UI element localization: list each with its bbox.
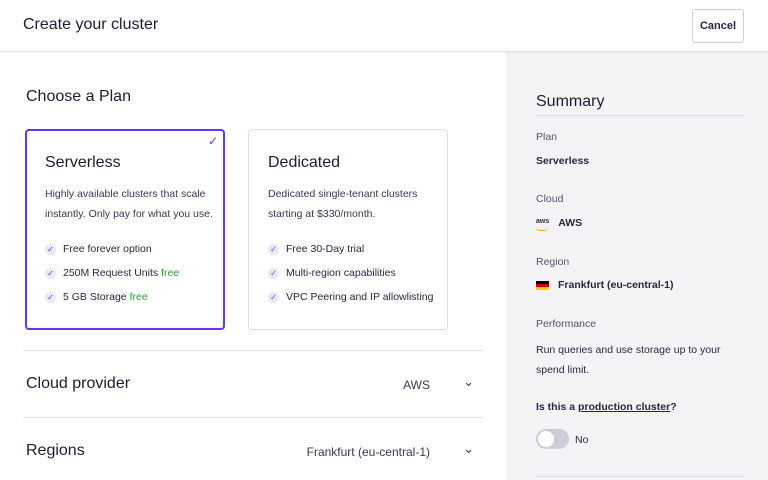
plan-feature: ✓ VPC Peering and IP allowlisting — [268, 285, 447, 309]
plan-name: Serverless — [45, 154, 121, 171]
cancel-button[interactable]: Cancel — [692, 9, 744, 43]
top-bar: Create your cluster Cancel — [0, 0, 768, 52]
feature-text: Free forever option — [63, 243, 152, 255]
summary-divider — [536, 115, 744, 116]
plan-feature: ✓ Free forever option — [45, 237, 223, 261]
plan-label: Plan — [536, 131, 558, 143]
accordion-title: Regions — [26, 442, 85, 459]
cloud-provider-accordion[interactable]: Cloud provider AWS ⌄ — [23, 351, 482, 417]
plan-card-serverless[interactable]: ✓ Serverless Highly available clusters t… — [25, 129, 225, 330]
production-question: Is this a production cluster? — [536, 401, 677, 413]
germany-flag-icon — [536, 280, 549, 290]
plan-card-dedicated[interactable]: Dedicated Dedicated single-tenant cluste… — [248, 129, 448, 330]
feature-text: Multi-region capabilities — [286, 267, 396, 279]
free-tag: free — [129, 291, 148, 303]
check-circle-icon: ✓ — [45, 291, 56, 303]
choose-plan-heading: Choose a Plan — [26, 88, 131, 105]
feature-text: VPC Peering and IP allowlisting — [286, 291, 434, 303]
section-divider — [23, 417, 482, 418]
plan-feature: ✓ 250M Request Units free — [45, 261, 223, 285]
plan-description: Dedicated single-tenant clusters startin… — [268, 188, 418, 220]
feature-text: Free 30-Day trial — [286, 243, 365, 255]
summary-divider — [536, 476, 744, 477]
question-suffix: ? — [670, 401, 677, 413]
production-toggle[interactable] — [536, 429, 569, 449]
free-tag: free — [161, 267, 180, 279]
summary-panel: Summary Plan Serverless Cloud aws AWS Re… — [506, 52, 768, 480]
performance-label: Performance — [536, 318, 597, 330]
accordion-value: AWS — [403, 378, 430, 392]
chevron-down-icon[interactable]: ⌄ — [463, 441, 474, 456]
plan-name: Dedicated — [268, 154, 341, 171]
plan-description: Highly available clusters that scale ins… — [45, 188, 213, 220]
cloud-value-row: aws AWS — [536, 217, 583, 231]
accordion-value: Frankfurt (eu-central-1) — [306, 445, 430, 459]
main-panel: Choose a Plan ✓ Serverless Highly availa… — [0, 52, 506, 480]
check-circle-icon: ✓ — [268, 243, 279, 255]
feature-text: 5 GB Storage — [63, 291, 127, 303]
region-value-row: Frankfurt (eu-central-1) — [536, 279, 674, 291]
cloud-value: AWS — [558, 217, 583, 229]
plan-value: Serverless — [536, 155, 590, 167]
production-cluster-link[interactable]: production cluster — [578, 401, 671, 413]
plan-feature: ✓ Multi-region capabilities — [268, 261, 447, 285]
check-circle-icon: ✓ — [268, 291, 279, 303]
aws-logo-icon: aws — [536, 217, 550, 231]
summary-title: Summary — [536, 93, 605, 110]
toggle-knob — [538, 431, 554, 447]
section-divider — [23, 350, 482, 351]
page-title: Create your cluster — [23, 16, 159, 33]
plan-feature: ✓ Free 30-Day trial — [268, 237, 447, 261]
toggle-label: No — [575, 434, 589, 446]
regions-accordion[interactable]: Regions Frankfurt (eu-central-1) ⌄ — [23, 418, 482, 480]
question-prefix: Is this a — [536, 401, 579, 413]
check-icon: ✓ — [207, 134, 218, 148]
performance-text: Run queries and use storage up to your s… — [536, 344, 721, 376]
region-value: Frankfurt (eu-central-1) — [558, 279, 674, 291]
feature-text: 250M Request Units — [63, 267, 159, 279]
check-circle-icon: ✓ — [45, 267, 56, 279]
region-label: Region — [536, 256, 570, 268]
chevron-down-icon[interactable]: ⌄ — [463, 374, 474, 389]
accordion-title: Cloud provider — [26, 375, 131, 392]
check-circle-icon: ✓ — [45, 243, 56, 255]
check-circle-icon: ✓ — [268, 267, 279, 279]
cloud-label: Cloud — [536, 193, 564, 205]
plan-feature: ✓ 5 GB Storage free — [45, 285, 223, 309]
